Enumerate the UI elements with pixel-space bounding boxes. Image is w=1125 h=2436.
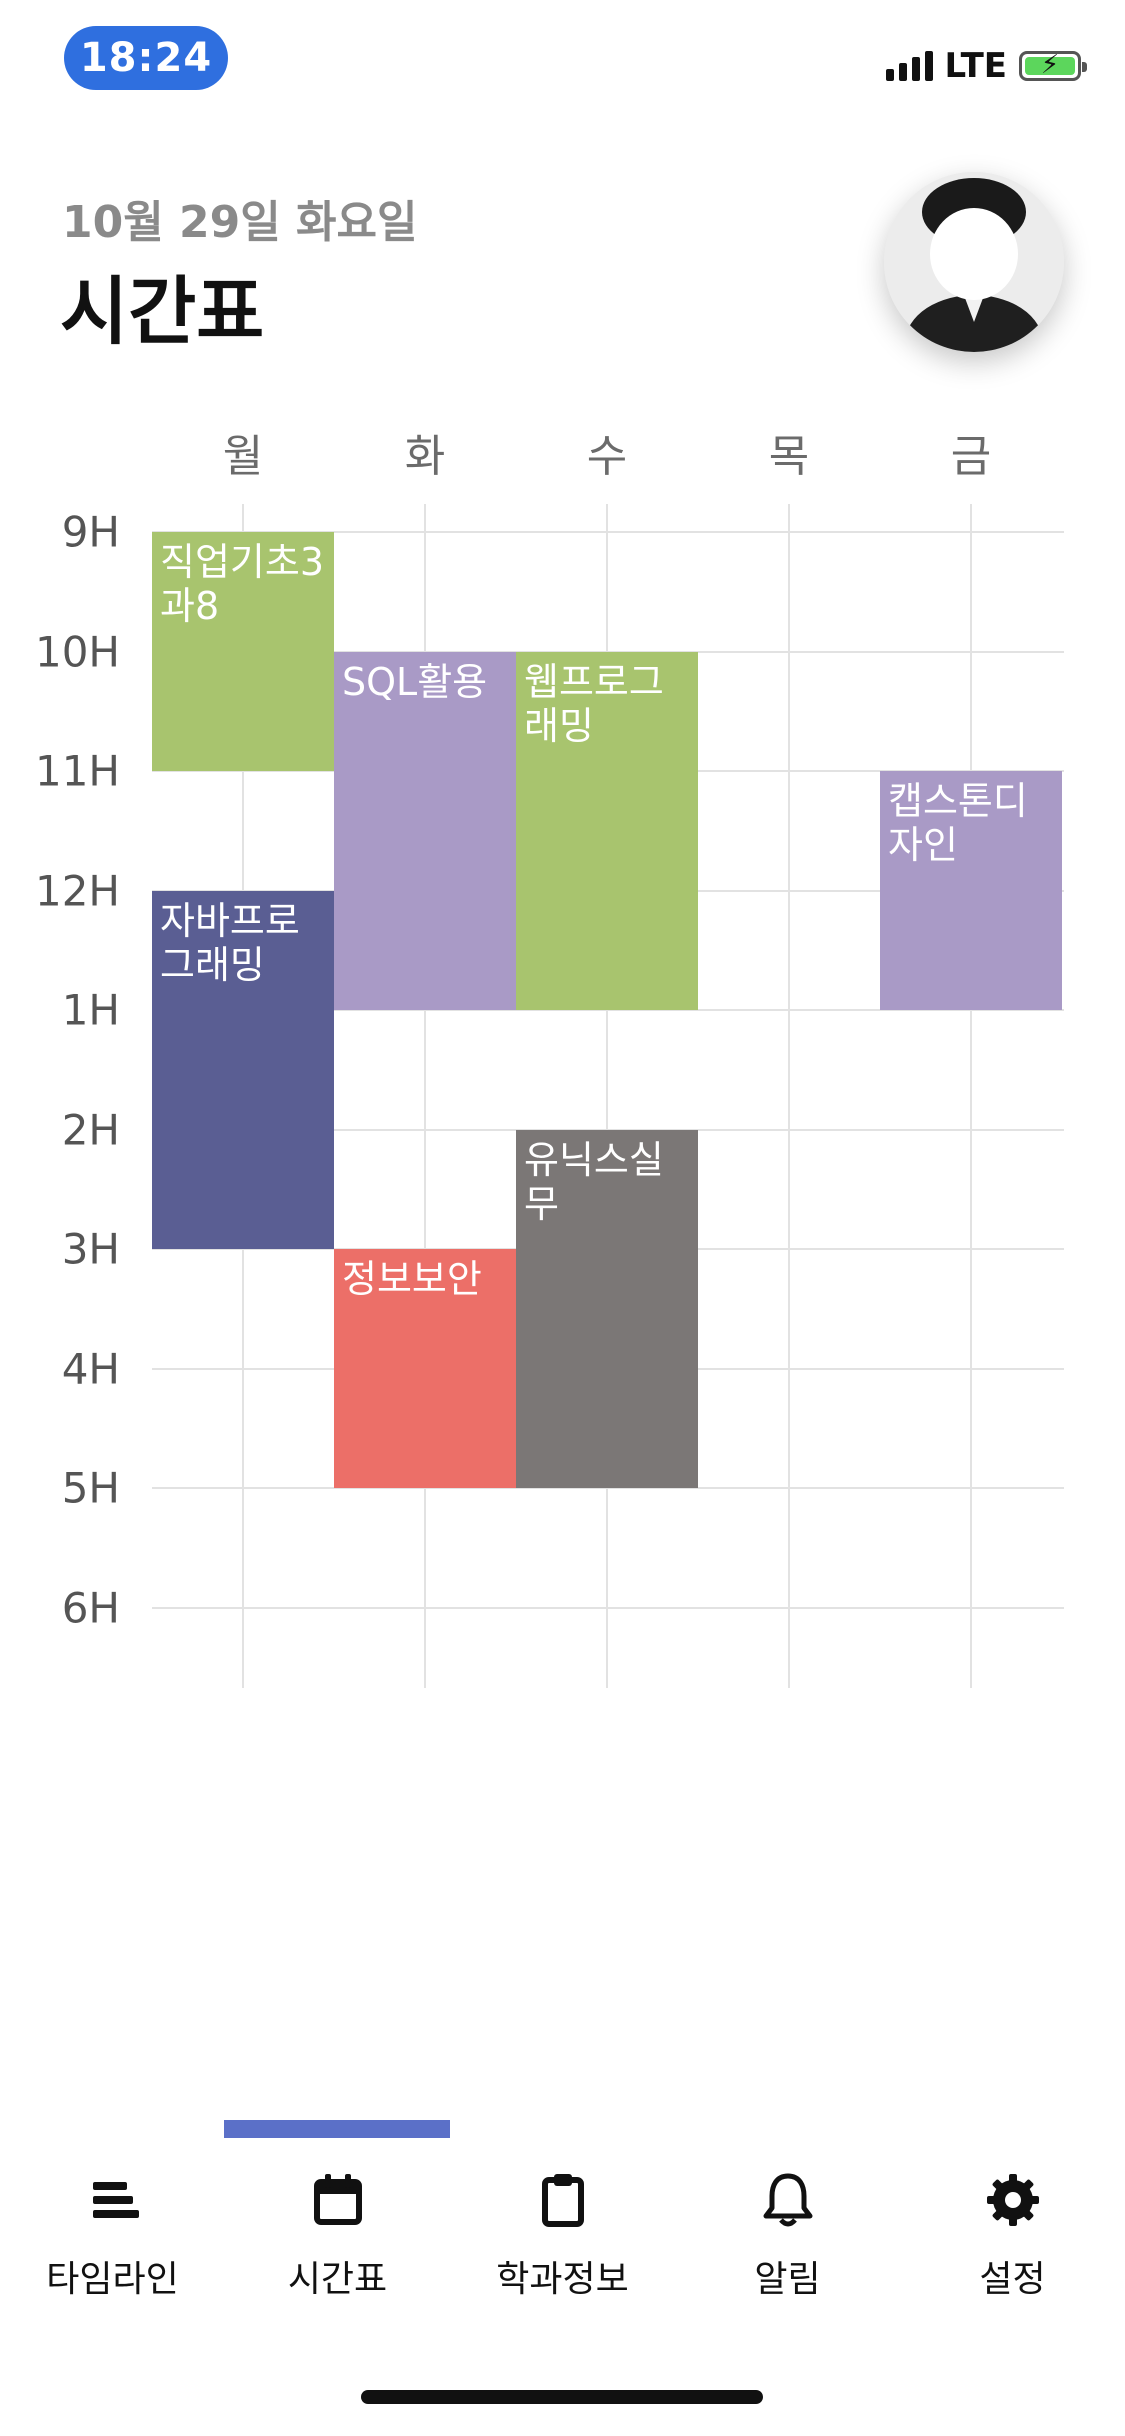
grid-hour-line (152, 1009, 1064, 1011)
bell-icon (763, 2173, 812, 2227)
battery-icon: ⚡ (1019, 50, 1087, 81)
day-header: 월 (222, 431, 264, 482)
course-block[interactable]: 캡스톤디자인 (880, 771, 1062, 1010)
grid-hour-line (152, 531, 1064, 533)
nav-label-settings: 설정 (979, 2259, 1046, 2300)
hour-label: 12H (34, 866, 120, 915)
course-block[interactable]: 유닉스실무 (516, 1129, 698, 1488)
hour-label: 1H (61, 985, 120, 1035)
gear-icon (986, 2174, 1039, 2226)
grid-column-line (424, 504, 426, 1688)
day-header: 화 (404, 431, 446, 482)
avatar-image (884, 172, 1064, 352)
course-block[interactable]: 정보보안 (334, 1249, 516, 1488)
day-header: 수 (586, 431, 628, 482)
nav-timetable[interactable]: 시간표 (225, 2170, 450, 2320)
current-date: 10월 29일 화요일 (62, 197, 418, 248)
timeline-icon (92, 2182, 139, 2218)
grid-column-line (606, 504, 608, 1688)
hour-label: 10H (34, 627, 120, 676)
grid-hour-line (152, 1487, 1064, 1489)
day-header: 목 (768, 431, 810, 482)
hour-label: 3H (61, 1224, 120, 1274)
hour-label: 11H (34, 746, 120, 796)
calendar-icon (313, 2174, 362, 2225)
course-block[interactable]: 자바프로그래밍 (152, 890, 334, 1249)
nav-timeline[interactable]: 타임라인 (0, 2170, 225, 2320)
hour-label: 9H (61, 507, 120, 557)
course-block[interactable]: 직업기초3과8 (152, 532, 334, 771)
page-title: 시간표 (60, 269, 265, 355)
grid-hour-line (152, 1606, 1064, 1609)
status-indicators: LTE ⚡ (885, 46, 1087, 86)
course-block[interactable]: SQL활용 (334, 651, 516, 1010)
grid-column-line (788, 504, 790, 1688)
grid-column-line (970, 504, 972, 1688)
nav-notifications[interactable]: 알림 (675, 2170, 900, 2320)
status-time: 18:24 (64, 26, 228, 90)
day-header: 금 (950, 431, 992, 482)
home-indicator[interactable] (361, 2390, 763, 2404)
hour-label: 5H (61, 1463, 120, 1513)
nav-label-timetable: 시간표 (287, 2259, 388, 2300)
hour-label: 2H (61, 1105, 120, 1154)
hour-label: 6H (61, 1583, 120, 1632)
nav-settings[interactable]: 설정 (900, 2170, 1125, 2320)
hour-label: 4H (61, 1344, 120, 1393)
profile-avatar[interactable] (884, 172, 1064, 352)
nav-active-indicator (224, 2120, 450, 2138)
clipboard-icon (541, 2174, 584, 2227)
network-type: LTE (944, 46, 1007, 86)
signal-icon (885, 51, 933, 81)
course-block[interactable]: 웹프로그래밍 (516, 651, 698, 1010)
nav-department-info[interactable]: 학과정보 (450, 2170, 675, 2320)
nav-label-timeline: 타임라인 (46, 2259, 179, 2300)
nav-label-notifications: 알림 (754, 2259, 821, 2300)
nav-label-department-info: 학과정보 (496, 2259, 629, 2300)
